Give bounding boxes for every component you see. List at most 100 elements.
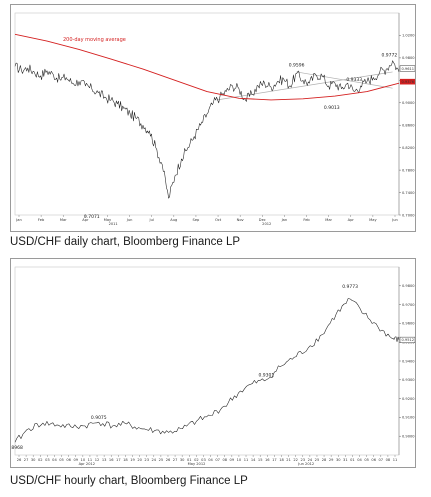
x-tick-label: 04 <box>52 458 57 462</box>
x-tick-label: 18 <box>279 458 284 462</box>
x-tick-label: Jun <box>126 218 133 222</box>
x-tick-label: 12 <box>95 458 100 462</box>
x-tick-label: 27 <box>173 458 178 462</box>
x-tick-label: Jan <box>281 218 288 222</box>
y-tick-label: 0.9400 <box>402 359 415 363</box>
price-line <box>14 298 400 443</box>
x-tick-label: 30 <box>180 458 185 462</box>
x-tick-label: Feb <box>38 218 45 222</box>
period-label: May 2012 <box>188 462 206 466</box>
y-tick-label: 0.9000 <box>402 101 415 105</box>
x-tick-label: Dec <box>259 218 266 222</box>
trendline <box>296 71 393 89</box>
x-tick-label: 22 <box>293 458 298 462</box>
x-tick-label: 25 <box>315 458 320 462</box>
x-tick-label: 08 <box>222 458 227 462</box>
period-label: Apr 2012 <box>79 462 96 466</box>
x-tick-label: 31 <box>343 458 348 462</box>
y-tick-label: 0.7000 <box>402 213 415 217</box>
y-tick-label: 0.9300 <box>402 378 415 382</box>
trendline <box>216 71 393 101</box>
daily-chart-caption: USD/CHF daily chart, Bloomberg Finance L… <box>10 236 241 248</box>
x-tick-label: 23 <box>144 458 149 462</box>
y-tick-label: 0.8200 <box>402 146 415 150</box>
hourly-chart: 0.98000.97000.96000.95000.94000.93000.92… <box>11 266 415 466</box>
period-label: 2011 <box>109 222 118 226</box>
y-tick-label: 0.9700 <box>402 303 415 307</box>
x-tick-label: 19 <box>130 458 135 462</box>
x-tick-label: 20 <box>137 458 142 462</box>
x-tick-label: 03 <box>201 458 206 462</box>
x-tick-label: 30 <box>336 458 341 462</box>
x-tick-label: 09 <box>230 458 235 462</box>
x-tick-label: 04 <box>357 458 362 462</box>
x-tick-label: May <box>104 218 112 222</box>
x-tick-label: Jul <box>149 218 154 222</box>
x-tick-label: 13 <box>102 458 107 462</box>
y-tick-label: 0.7800 <box>402 168 415 172</box>
x-tick-label: 17 <box>116 458 121 462</box>
x-tick-label: 23 <box>300 458 305 462</box>
x-tick-label: 11 <box>244 458 249 462</box>
moving-average-line <box>14 33 400 101</box>
x-tick-label: 25 <box>159 458 164 462</box>
y-tick-label: 0.9600 <box>402 322 415 326</box>
last-price-label: 0.9512 <box>402 338 415 342</box>
x-tick-label: 08 <box>386 458 391 462</box>
x-tick-label: 06 <box>371 458 376 462</box>
moving-average-label: 200-day moving average <box>63 37 126 43</box>
y-tick-label: 0.9000 <box>402 435 415 439</box>
x-tick-label: 04 <box>208 458 213 462</box>
x-tick-label: 01 <box>350 458 355 462</box>
period-label: 2012 <box>262 222 271 226</box>
price-annotation: 0.9301 <box>258 373 274 379</box>
y-tick-label: 0.9800 <box>402 56 415 60</box>
x-tick-label: 10 <box>237 458 242 462</box>
x-tick-label: Mar <box>325 218 332 222</box>
x-tick-label: 16 <box>265 458 270 462</box>
x-tick-label: 07 <box>379 458 384 462</box>
hourly-chart-caption: USD/CHF hourly chart, Bloomberg Finance … <box>10 475 248 487</box>
x-tick-label: 10 <box>81 458 86 462</box>
x-tick-label: 05 <box>364 458 369 462</box>
x-tick-label: 26 <box>17 458 22 462</box>
period-label: Jun 2012 <box>297 462 314 466</box>
x-tick-label: 16 <box>109 458 114 462</box>
x-tick-label: Nov <box>237 218 245 222</box>
x-tick-label: Apr <box>348 218 355 222</box>
x-tick-label: 17 <box>272 458 277 462</box>
x-tick-label: 24 <box>308 458 313 462</box>
price-annotation: 0.9075 <box>91 415 107 421</box>
x-tick-label: 06 <box>66 458 71 462</box>
x-tick-label: 29 <box>329 458 334 462</box>
y-tick-label: 1.0200 <box>402 34 415 38</box>
moving-average-value-box <box>400 78 415 85</box>
x-tick-label: Mar <box>60 218 67 222</box>
x-tick-label: May <box>369 218 377 222</box>
x-tick-label: 26 <box>166 458 171 462</box>
x-tick-label: 02 <box>194 458 199 462</box>
plot-frame <box>14 266 400 456</box>
price-annotation: 0.7071 <box>84 214 100 220</box>
y-tick-label: 0.9200 <box>402 397 415 401</box>
price-annotation: 0.9773 <box>342 284 358 290</box>
price-annotation: 0.8968 <box>11 445 23 451</box>
price-line <box>14 60 400 199</box>
x-tick-label: Apr <box>82 218 89 222</box>
price-annotation: 0.9596 <box>289 62 305 68</box>
x-tick-label: 30 <box>31 458 36 462</box>
x-tick-label: Jan <box>15 218 22 222</box>
x-tick-label: 02 <box>38 458 43 462</box>
x-tick-label: 21 <box>286 458 291 462</box>
x-tick-label: 11 <box>88 458 93 462</box>
price-annotation: 0.9333 <box>346 77 362 83</box>
x-tick-label: 27 <box>24 458 29 462</box>
x-tick-label: 24 <box>152 458 157 462</box>
x-tick-label: 01 <box>187 458 192 462</box>
y-tick-label: 0.9800 <box>402 284 415 288</box>
x-tick-label: 14 <box>251 458 256 462</box>
last-price-box <box>399 336 415 343</box>
x-tick-label: 28 <box>322 458 327 462</box>
x-tick-label: 18 <box>123 458 128 462</box>
y-tick-label: 0.7400 <box>402 191 415 195</box>
